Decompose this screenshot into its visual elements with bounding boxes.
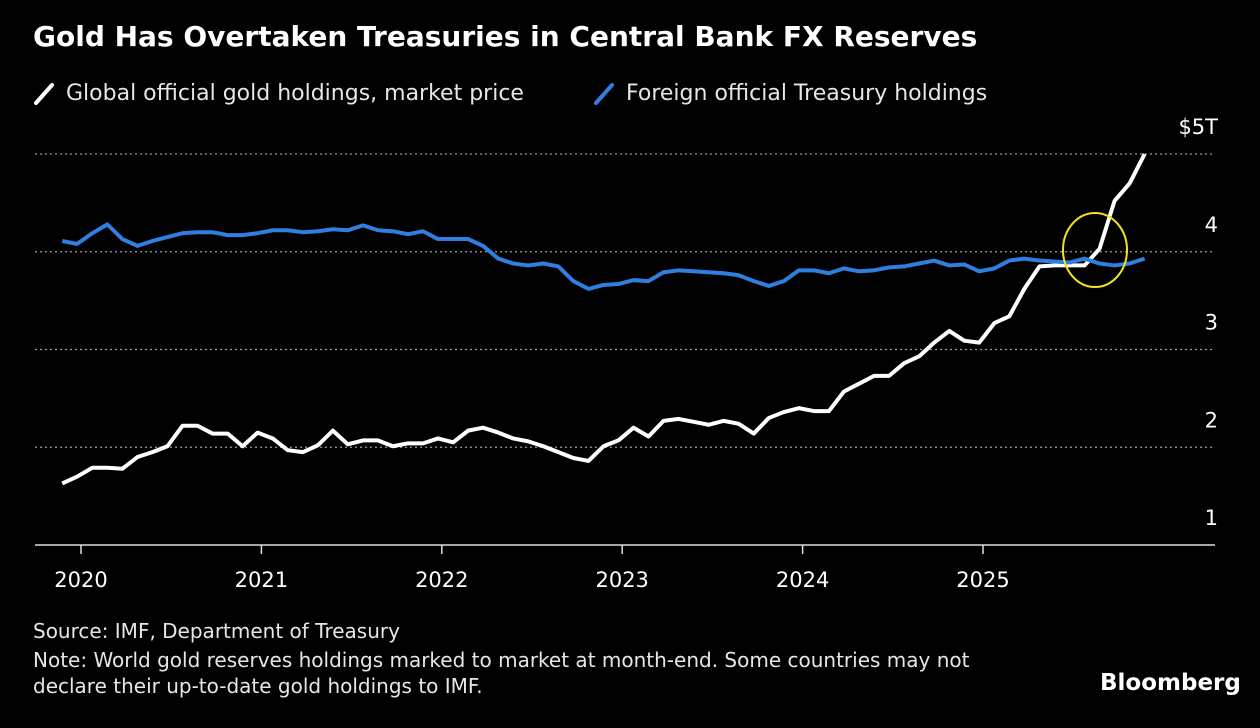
legend-label: Global official gold holdings, market pr… bbox=[66, 81, 524, 106]
legend-swatch bbox=[34, 83, 54, 105]
y-tick-label: 4 bbox=[1205, 213, 1218, 237]
legend-label: Foreign official Treasury holdings bbox=[626, 81, 987, 106]
line-series bbox=[61, 153, 1147, 486]
y-tick-label: 1 bbox=[1205, 506, 1218, 530]
x-tick-label: 2023 bbox=[595, 568, 648, 592]
x-tick-label: 2021 bbox=[235, 568, 288, 592]
x-tick-label: 2020 bbox=[54, 568, 107, 592]
brand: Bloomberg bbox=[1100, 670, 1241, 696]
line-series bbox=[61, 222, 1146, 291]
y-tick-label: 2 bbox=[1205, 408, 1218, 432]
legend-swatch bbox=[594, 83, 614, 105]
y-tick-label: 3 bbox=[1205, 311, 1218, 335]
x-tick-label: 2024 bbox=[776, 568, 829, 592]
chart-title: Gold Has Overtaken Treasuries in Central… bbox=[33, 20, 977, 53]
y-tick-label: $5T bbox=[1178, 115, 1218, 139]
x-tick-label: 2022 bbox=[415, 568, 468, 592]
highlight-circle bbox=[1062, 212, 1128, 288]
source: Source: IMF, Department of Treasury bbox=[33, 619, 400, 643]
note: Note: World gold reserves holdings marke… bbox=[33, 648, 970, 698]
x-tick-label: 2025 bbox=[956, 568, 1009, 592]
